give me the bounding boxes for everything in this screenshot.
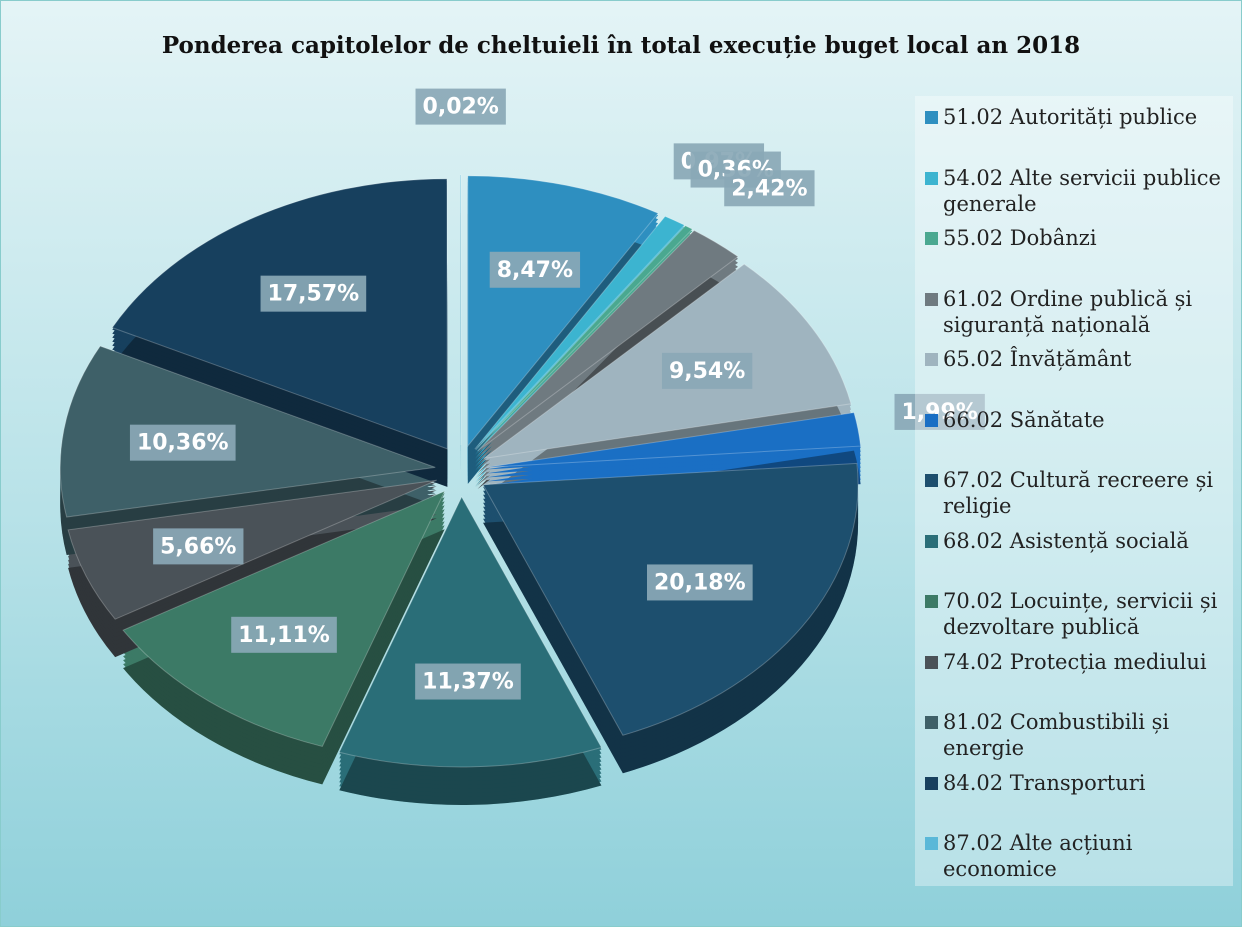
data-label-text: 5,66% — [160, 534, 236, 559]
data-label-text: 20,18% — [654, 570, 746, 595]
legend-item: 61.02 Ordine publică și siguranță națion… — [921, 286, 1229, 338]
legend-label: 54.02 Alte servicii publice generale — [943, 165, 1221, 216]
data-label: 10,36% — [129, 424, 236, 461]
legend-item: 87.02 Alte acțiuni economice — [921, 830, 1229, 882]
legend-label: 74.02 Protecția mediului — [943, 649, 1207, 674]
legend-label: 70.02 Locuințe, servicii și dezvoltare p… — [943, 589, 1218, 639]
legend-item: 67.02 Cultură recreere și religie — [921, 467, 1229, 519]
legend-swatch — [925, 837, 938, 850]
data-label-text: 11,11% — [238, 623, 330, 648]
data-label: 20,18% — [647, 564, 753, 601]
data-label-text: 2,42% — [731, 176, 807, 201]
legend-item: 84.02 Transporturi — [921, 770, 1229, 796]
data-label-text: 10,36% — [137, 431, 229, 456]
legend-item: 65.02 Învățământ — [921, 346, 1229, 372]
legend-item: 66.02 Sănătate — [921, 407, 1229, 433]
data-label-text: 17,57% — [268, 282, 360, 307]
chart-title: Ponderea capitolelor de cheltuieli în to… — [162, 32, 1080, 59]
data-label-box — [129, 424, 236, 461]
data-label-box — [260, 275, 367, 312]
legend-swatch — [925, 534, 938, 548]
legend-swatch — [925, 353, 938, 366]
legend-swatch — [925, 292, 938, 306]
data-label: 0,02% — [415, 88, 506, 125]
slice — [486, 412, 862, 468]
legend-swatch — [925, 413, 938, 427]
legend-label: 61.02 Ordine publică și siguranță națion… — [943, 286, 1193, 337]
data-label: 8,47% — [489, 251, 581, 288]
legend-swatch — [925, 171, 938, 185]
data-label: 5,66% — [153, 528, 244, 565]
legend-item: 54.02 Alte servicii publice generale — [921, 165, 1229, 217]
legend-label: 55.02 Dobânzi — [943, 226, 1097, 250]
legend-item: 68.02 Asistență socială — [921, 528, 1229, 554]
slice — [474, 215, 686, 450]
data-label: 17,57% — [260, 275, 367, 312]
data-label-box — [647, 564, 753, 601]
data-label-text: 11,37% — [422, 670, 514, 695]
data-label-box — [415, 88, 506, 125]
legend-swatch — [925, 474, 938, 487]
legend-item: 51.02 Autorități publice — [921, 104, 1229, 130]
slice — [338, 495, 603, 768]
legend-swatch — [925, 655, 938, 669]
legend-item: 55.02 Dobânzi — [921, 225, 1229, 251]
legend-label: 84.02 Transporturi — [943, 770, 1146, 795]
legend-label: 81.02 Combustibili și energie — [943, 710, 1170, 760]
slice — [477, 229, 739, 452]
legend-item: 81.02 Combustibili și energie — [921, 709, 1229, 761]
legend-label: 51.02 Autorități publice — [943, 105, 1198, 129]
legend-swatch — [925, 232, 938, 245]
data-label-text: 9,54% — [669, 359, 745, 384]
data-label-box — [415, 663, 521, 700]
slice — [111, 178, 448, 450]
slice — [467, 175, 659, 448]
data-label: 2,42% — [724, 170, 815, 207]
legend-swatch — [925, 716, 938, 729]
legend-label: 65.02 Învățământ — [943, 347, 1132, 371]
legend-item: 74.02 Protecția mediului — [921, 649, 1229, 675]
data-label-box — [231, 616, 337, 653]
data-label: 1,99% — [894, 393, 985, 430]
data-label-text: 1,99% — [902, 400, 978, 425]
data-label-box — [661, 352, 753, 389]
data-label-box — [153, 528, 244, 565]
data-label-text: 0,02% — [423, 95, 499, 120]
slice — [59, 345, 436, 518]
data-label-box — [894, 393, 985, 430]
legend-label: 87.02 Alte acțiuni economice — [943, 831, 1133, 881]
legend-label: 66.02 Sănătate — [943, 407, 1105, 432]
legend: 51.02 Autorități publice 54.02 Alte servi… — [915, 96, 1233, 886]
slice — [67, 479, 437, 620]
data-label-text: 8,47% — [497, 258, 573, 283]
legend-label: 67.02 Cultură recreere și religie — [943, 468, 1214, 518]
legend-swatch — [925, 111, 938, 124]
legend-item: 70.02 Locuințe, servicii și dezvoltare p… — [921, 588, 1229, 640]
slice — [475, 225, 694, 450]
data-label: 11,37% — [415, 663, 521, 700]
legend-label: 68.02 Asistență socială — [943, 528, 1189, 553]
legend-swatch — [925, 595, 938, 608]
legend-swatch — [925, 776, 938, 790]
data-label: 9,54% — [661, 352, 753, 389]
data-label-box — [724, 170, 815, 207]
data-label-box — [489, 251, 581, 288]
data-label: 11,11% — [231, 616, 337, 653]
